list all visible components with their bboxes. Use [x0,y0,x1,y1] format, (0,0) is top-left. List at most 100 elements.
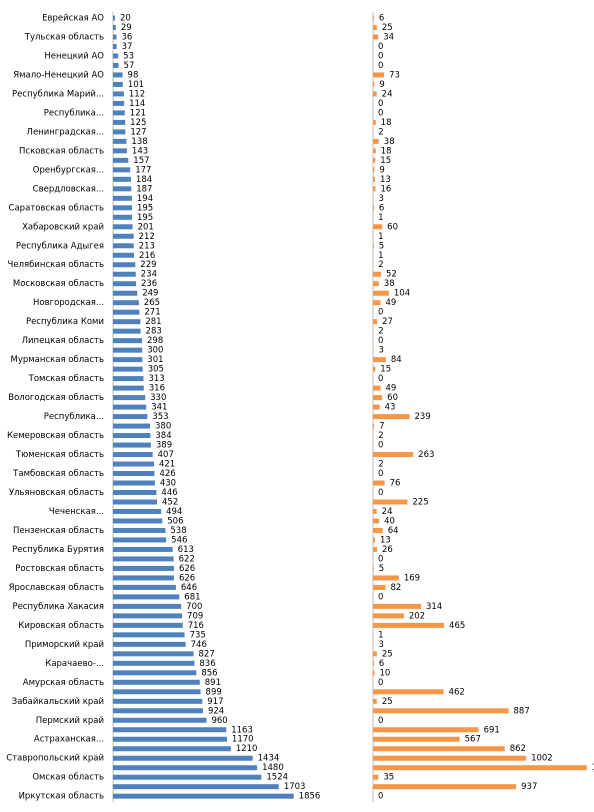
bar [113,385,144,391]
data-label: 0 [378,792,383,802]
bar [113,546,173,552]
data-label: 127 [130,127,146,137]
bar [113,727,227,733]
bar [113,347,143,353]
bar [113,527,166,533]
y-tick-label: Приморский край [25,640,104,650]
data-label: 25 [382,697,393,707]
y-tick-label: Свердловская... [33,184,104,194]
data-label: 691 [484,725,500,735]
data-label: 60 [387,222,398,232]
bar [113,660,195,666]
bar [373,660,374,666]
data-label: 421 [159,460,175,470]
data-label: 15 [380,365,391,375]
y-tick-label: Тульская область [24,32,104,42]
data-label: 567 [465,735,481,745]
bar [113,252,135,258]
data-label: 389 [156,441,172,451]
bar [113,499,158,505]
bar [113,53,119,59]
y-tick-label: Пензенская область [13,526,104,536]
data-label: 1 [378,630,383,640]
data-label: 177 [135,165,151,175]
bar [373,186,376,192]
data-label: 709 [187,611,203,621]
data-label: 202 [409,611,425,621]
y-tick-label: Новгородская... [33,298,104,308]
bar [113,224,133,230]
y-tick-label: Ненецкий АО [44,51,104,61]
bar [113,632,185,638]
data-label: 538 [170,526,186,536]
data-label: 0 [378,108,383,118]
bar [373,243,374,249]
y-tick-label: Мурманская область [11,355,105,365]
y-tick-label: Омская область [32,773,104,783]
data-label: 1856 [299,792,321,802]
data-label: 138 [131,137,147,147]
data-label: 1002 [531,754,553,764]
bar [373,290,389,296]
data-label: 13 [380,175,391,185]
data-label: 2 [378,460,383,470]
data-label: 194 [137,194,153,204]
y-tick-label: Кировская область [18,621,104,631]
y-tick-label: Липецкая область [22,336,104,346]
bar [113,480,155,486]
data-label: 3 [378,346,383,356]
data-label: 98 [128,70,139,80]
y-tick-label: Республика Бурятия [12,545,104,555]
bar [113,556,174,562]
bar [113,167,131,173]
bar [113,91,124,97]
bar [113,689,201,695]
bar [113,404,147,410]
bar [113,338,143,344]
data-label: 104 [394,289,410,299]
data-label: 34 [383,32,394,42]
bar [113,262,136,268]
data-label: 24 [382,507,393,517]
y-tick-label: Ульяновская область [9,488,104,498]
data-label: 2 [378,260,383,270]
data-label: 494 [166,507,182,517]
data-label: 1210 [236,744,258,754]
bar [113,395,146,401]
data-label: 201 [138,222,154,232]
y-tick-label: Томская область [28,374,104,384]
bar [113,309,140,315]
data-label: 301 [147,355,163,365]
y-tick-label: Республика Марий... [12,89,104,99]
data-label: 862 [510,744,526,754]
data-label: 465 [449,621,465,631]
data-label: 0 [378,308,383,318]
data-label: 380 [155,422,171,432]
y-tick-label: Тамбовская область [12,469,104,479]
y-tick-label: Тюменская область [15,450,104,460]
bar [373,651,377,657]
data-label: 506 [167,516,183,526]
bar [113,119,126,125]
data-label: 0 [378,51,383,61]
data-label: 960 [211,716,227,726]
data-label: 3 [378,194,383,204]
bar [373,91,377,97]
bar [113,442,151,448]
data-label: 49 [385,298,396,308]
y-tick-label: Ставропольский край [6,754,104,764]
data-label: 646 [181,583,197,593]
data-label: 0 [378,488,383,498]
data-label: 195 [137,203,153,213]
data-label: 626 [179,564,195,574]
bar [373,527,383,533]
bar [373,698,377,704]
data-label: 25 [382,23,393,33]
data-label: 1480 [262,763,284,773]
bar [113,471,155,477]
y-tick-label: Оренбургская... [33,165,104,175]
data-label: 305 [148,365,164,375]
bar [113,376,144,382]
data-label: 1163 [231,725,253,735]
data-label: 681 [184,592,200,602]
